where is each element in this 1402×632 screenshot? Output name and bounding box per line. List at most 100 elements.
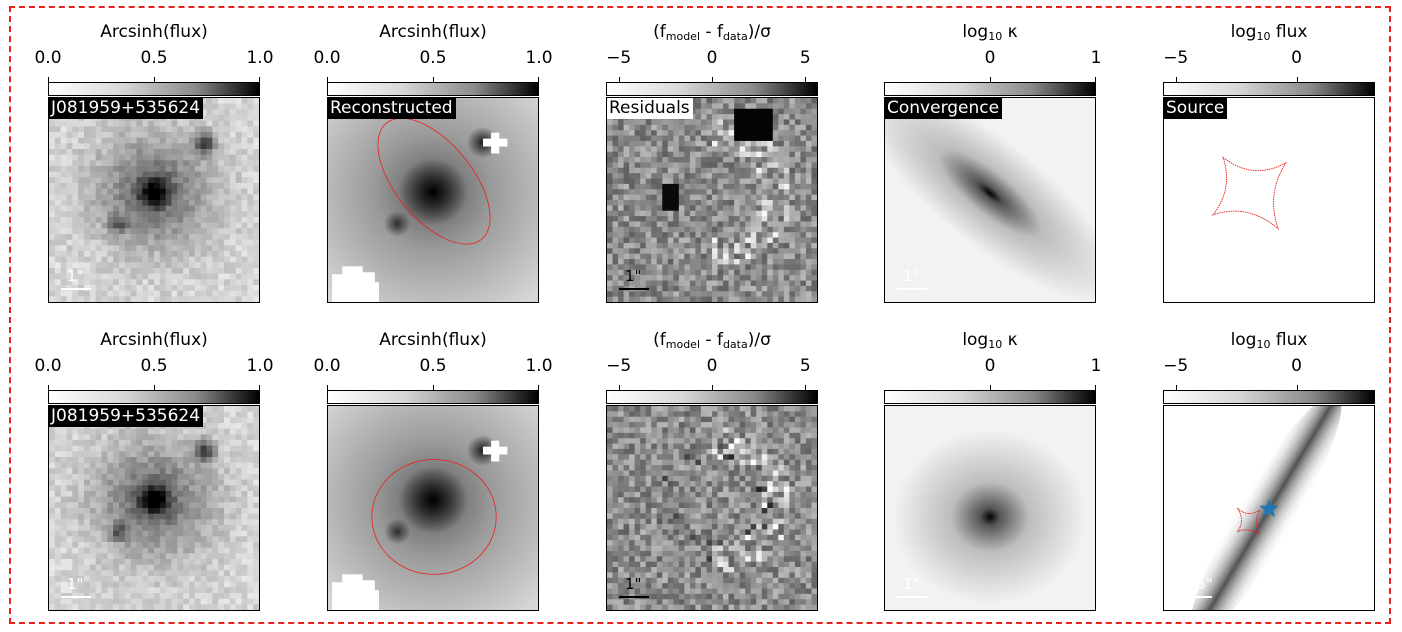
- colorbar-tick-label: 0: [706, 356, 718, 376]
- colorbar-title: log10 κ: [884, 330, 1096, 350]
- convergence-map: 1": [884, 405, 1096, 611]
- colorbar-tick-mark: [618, 385, 620, 390]
- colorbar-title-text: κ: [1002, 22, 1018, 42]
- colorbar-title-text: log: [962, 22, 989, 42]
- colorbar-tick-label: 0.0: [313, 356, 341, 376]
- scale-bar-line: [61, 596, 91, 598]
- source-plane: 0.5": [1163, 405, 1375, 611]
- scale-bar-line: [1176, 596, 1212, 598]
- panel-label: J081959+535624: [49, 98, 204, 119]
- colorbar-title-subscript: data: [722, 338, 748, 351]
- colorbar-tick-mark: [154, 385, 155, 390]
- colorbar-tick-label: 0: [706, 48, 718, 68]
- scale-bar-label: 1": [625, 267, 642, 285]
- data-image: J081959+535624 1": [48, 405, 260, 611]
- colorbar-title-text: log: [1230, 22, 1257, 42]
- colorbar-tick-mark: [712, 77, 713, 82]
- scale-bar-line: [897, 288, 927, 290]
- colorbar-title: log10 flux: [1163, 330, 1375, 350]
- colorbar-tick-mark: [1175, 77, 1177, 82]
- colorbar-title: Arcsinh(flux): [48, 22, 260, 42]
- colorbar-title-text: Arcsinh(flux): [379, 330, 487, 350]
- colorbar-tick-mark: [1175, 385, 1177, 390]
- colorbar-title-text: log: [962, 330, 989, 350]
- colorbar-title-text: κ: [1002, 330, 1018, 350]
- colorbar: [1163, 82, 1375, 96]
- colorbar-title-subscript: 10: [1256, 30, 1271, 43]
- scale-bar-label: 1": [67, 267, 84, 285]
- residual-image-plot: [607, 406, 817, 610]
- data-image-plot: [49, 98, 259, 302]
- colorbar-title-text: Arcsinh(flux): [379, 22, 487, 42]
- source-plane-plot: [1164, 406, 1374, 610]
- colorbar-tick-label: 5: [799, 356, 811, 376]
- panel-label: Convergence: [885, 98, 1003, 119]
- scale-bar-label: 1": [903, 575, 920, 593]
- panel-label: J081959+535624: [49, 406, 204, 427]
- colorbar-tick-label: 0: [1291, 356, 1302, 376]
- scale-bar-line: [619, 596, 649, 598]
- colorbar-title-text: flux: [1270, 22, 1308, 42]
- colorbar-tick-label: 0: [984, 356, 996, 376]
- source-position-star-icon: [1259, 499, 1279, 518]
- colorbar-tick-label: 0: [984, 48, 996, 68]
- colorbar-tick-label: −5: [606, 48, 632, 68]
- colorbar-tick-mark: [48, 385, 49, 390]
- colorbar-title-subscript: model: [665, 338, 701, 351]
- data-image: J081959+535624 1": [48, 97, 260, 303]
- scale-bar-label: 0.5": [1182, 575, 1213, 593]
- colorbar: [606, 82, 818, 96]
- colorbar-tick-label: 1: [1090, 48, 1102, 68]
- colorbar-title-text: (f: [653, 22, 666, 42]
- colorbar-tick-label: 1: [1090, 356, 1102, 376]
- colorbar-tick-label: 0.5: [140, 48, 168, 68]
- colorbar-tick-label: 0.0: [34, 356, 62, 376]
- colorbar-title-subscript: 10: [1256, 338, 1271, 351]
- colorbar-title-text: log: [1230, 330, 1257, 350]
- model-image-plot: [328, 406, 538, 610]
- colorbar-tick-label: 1.0: [246, 356, 274, 376]
- colorbar: [884, 82, 1096, 96]
- model-image: [327, 405, 539, 611]
- colorbar-title: log10 flux: [1163, 22, 1375, 42]
- colorbar-tick-label: 0.5: [419, 356, 447, 376]
- colorbar-tick-mark: [1296, 385, 1298, 390]
- colorbar-tick-mark: [327, 77, 328, 82]
- scale-bar-label: 1": [903, 267, 920, 285]
- colorbar-tick-mark: [538, 385, 539, 390]
- colorbar-title-text: Arcsinh(flux): [100, 330, 208, 350]
- source-plane: Source: [1163, 97, 1375, 303]
- colorbar-tick-mark: [48, 77, 49, 82]
- colorbar-tick-mark: [1095, 385, 1096, 390]
- colorbar-tick-label: 0.0: [313, 48, 341, 68]
- panel-label: Source: [1164, 98, 1228, 119]
- convergence-map-plot: [885, 98, 1095, 302]
- colorbar: [884, 390, 1096, 404]
- residual-image-plot: [607, 98, 817, 302]
- colorbar-tick-mark: [1296, 77, 1298, 82]
- data-image-plot: [49, 406, 259, 610]
- colorbar: [48, 82, 260, 96]
- colorbar-tick-label: −5: [606, 356, 632, 376]
- colorbar-tick-mark: [433, 385, 434, 390]
- colorbar-tick-mark: [327, 385, 328, 390]
- residual-image: 1": [606, 405, 818, 611]
- colorbar: [327, 390, 539, 404]
- colorbar-tick-label: 1.0: [525, 48, 553, 68]
- colorbar-title: Arcsinh(flux): [327, 22, 539, 42]
- colorbar-tick-mark: [990, 385, 991, 390]
- colorbar-tick-label: 0.5: [140, 356, 168, 376]
- scale-bar-line: [619, 288, 649, 290]
- colorbar-tick-label: 0: [1291, 48, 1302, 68]
- colorbar-tick-label: 5: [799, 48, 811, 68]
- scale-bar-label: 1": [67, 575, 84, 593]
- colorbar-tick-label: 1.0: [525, 356, 553, 376]
- colorbar-tick-label: 0.0: [34, 48, 62, 68]
- colorbar-title: log10 κ: [884, 22, 1096, 42]
- colorbar-title-text: )/σ: [747, 22, 771, 42]
- colorbar-title: (fmodel - fdata)/σ: [606, 330, 818, 350]
- colorbar-title-text: Arcsinh(flux): [100, 22, 208, 42]
- panel-label: Residuals: [607, 98, 693, 119]
- residual-image: Residuals 1": [606, 97, 818, 303]
- colorbar-title-subscript: model: [665, 30, 701, 43]
